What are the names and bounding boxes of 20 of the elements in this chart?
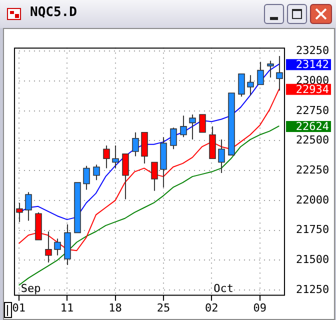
y-tick-label: 21250: [296, 282, 330, 296]
y-tick-label: 21750: [296, 223, 330, 236]
data-label: 22934: [296, 82, 330, 96]
y-tick-label: 23250: [296, 44, 330, 58]
y-tick-label: 22750: [296, 104, 330, 117]
y-tick-label: 21500: [296, 253, 330, 266]
x-tick-label: 18: [108, 301, 122, 314]
x-tick-label: 09: [253, 301, 267, 314]
annotation: Oct: [214, 282, 234, 295]
x-tick-label: 02: [205, 301, 218, 314]
data-label: 22624: [296, 120, 330, 133]
data-label: 23142: [296, 58, 329, 71]
x-tick-label: 11: [60, 301, 74, 314]
y-tick-label: 22000: [296, 193, 330, 206]
y-tick-label: 22500: [296, 134, 330, 147]
chart-title: NQC5.D: [30, 5, 77, 20]
x-tick-label: 01: [12, 301, 26, 314]
x-tick-label: 25: [156, 301, 170, 314]
y-tick-label: 22250: [296, 163, 330, 176]
annotation: Sep: [20, 282, 41, 295]
